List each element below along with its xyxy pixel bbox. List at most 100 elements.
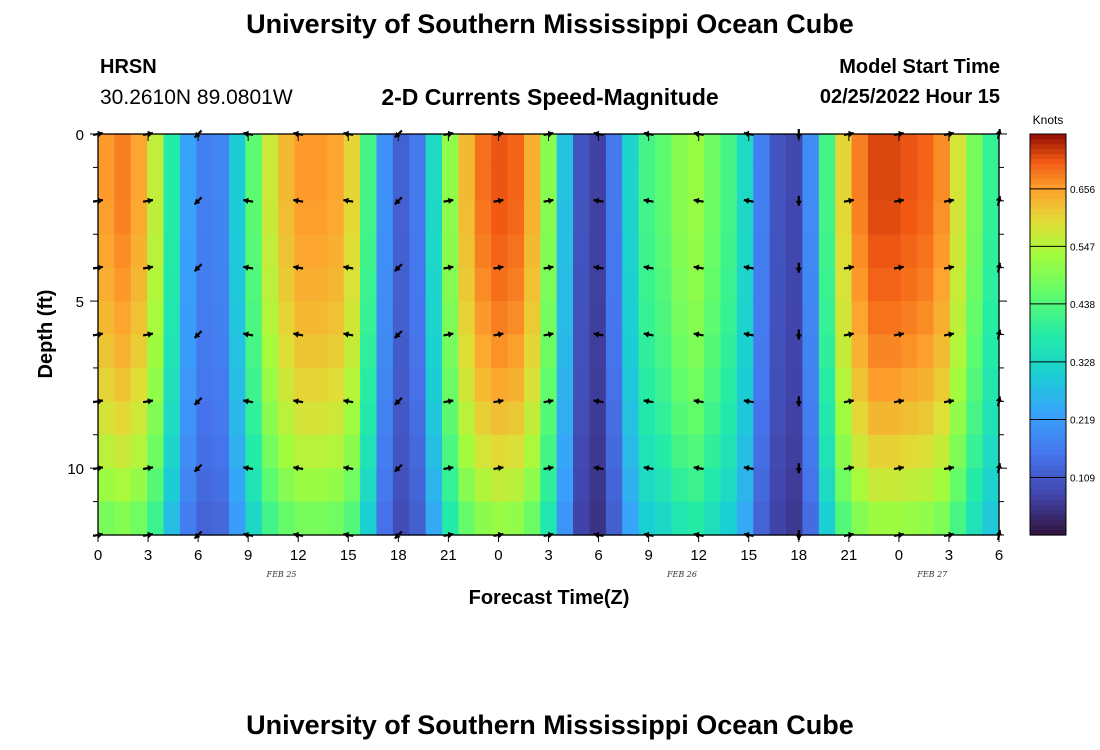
heatmap-cell — [736, 434, 754, 469]
heatmap-cell — [671, 401, 689, 436]
colorbar-segment — [1030, 429, 1066, 436]
heatmap-cell — [933, 200, 951, 235]
heatmap-cell — [409, 367, 427, 402]
heatmap-cell — [835, 134, 853, 169]
heatmap-cell — [360, 234, 378, 269]
heatmap-cell — [867, 334, 885, 369]
colorbar-segment — [1030, 384, 1066, 391]
heatmap-cell — [278, 234, 296, 269]
heatmap-cell — [261, 134, 279, 169]
heatmap-cell — [278, 267, 296, 302]
heatmap-cell — [654, 167, 672, 202]
vector-head — [693, 331, 700, 338]
vector-head — [743, 264, 750, 271]
heatmap-cell — [294, 167, 312, 202]
heatmap-cell — [179, 434, 197, 469]
x-tick-label: 12 — [690, 547, 707, 564]
heatmap-cell — [179, 334, 197, 369]
heatmap-cell — [196, 200, 214, 235]
vector-head — [693, 465, 700, 472]
heatmap-cell — [949, 434, 967, 469]
heatmap-cell — [212, 267, 230, 302]
current-vector — [643, 331, 654, 338]
current-vector — [394, 263, 403, 272]
heatmap-cell — [720, 167, 738, 202]
heatmap-cell — [523, 167, 541, 202]
current-vector — [943, 398, 955, 405]
heatmap-cell — [114, 234, 132, 269]
heatmap-cell — [884, 267, 902, 302]
heatmap-cell — [671, 234, 689, 269]
heatmap-cell — [900, 167, 918, 202]
heatmap-cell — [589, 367, 607, 402]
heatmap-cell — [343, 167, 361, 202]
heatmap-cell — [851, 334, 869, 369]
heatmap-cell — [917, 334, 935, 369]
heatmap-cell — [474, 468, 492, 503]
x-tick-label: 12 — [290, 547, 307, 564]
heatmap-cell — [98, 301, 115, 336]
heatmap-cell — [802, 334, 820, 369]
y-tick-label: 5 — [76, 294, 84, 311]
colorbar-segment — [1030, 434, 1066, 441]
heatmap-cell — [786, 367, 804, 402]
current-vector — [243, 331, 254, 338]
vector-head — [343, 398, 349, 405]
heatmap-cell — [212, 367, 230, 402]
heatmap-cell — [687, 401, 705, 436]
heatmap-cell — [753, 267, 771, 302]
heatmap-cell — [163, 234, 181, 269]
heatmap-cell — [605, 367, 623, 402]
heatmap-cell — [196, 367, 214, 402]
heatmap-cell — [982, 267, 1000, 302]
heatmap-cell — [556, 234, 574, 269]
heatmap-cell — [949, 301, 967, 336]
heatmap-cell — [507, 501, 525, 536]
heatmap-cell — [654, 434, 672, 469]
heatmap-cell — [704, 501, 722, 536]
colorbar-segment — [1030, 444, 1066, 451]
heatmap-cell — [310, 234, 328, 269]
heatmap-cell — [949, 200, 967, 235]
heatmap-cell — [917, 134, 935, 169]
model-start-label: Model Start Time — [839, 56, 1000, 78]
heatmap-cell — [130, 367, 148, 402]
heatmap-cell — [687, 134, 705, 169]
heatmap-cell — [540, 134, 558, 169]
heatmap-cell — [638, 468, 656, 503]
heatmap-cell — [753, 134, 771, 169]
heatmap-cell — [130, 301, 148, 336]
heatmap-cell — [98, 468, 115, 503]
heatmap-cell — [884, 334, 902, 369]
heatmap-cell — [786, 167, 804, 202]
vector-head — [547, 465, 554, 472]
heatmap-cell — [900, 434, 918, 469]
heatmap-cell — [114, 134, 132, 169]
heatmap-cell — [589, 334, 607, 369]
heatmap-cell — [425, 234, 443, 269]
heatmap-cell — [327, 367, 345, 402]
heatmap-cell — [360, 434, 378, 469]
heatmap-cell — [671, 134, 689, 169]
heatmap-cell — [360, 501, 378, 536]
heatmap-cell — [130, 334, 148, 369]
current-vector — [943, 331, 955, 338]
colorbar-segment — [1030, 319, 1066, 326]
heatmap-cell — [179, 501, 197, 536]
current-vector — [593, 465, 604, 472]
heatmap-cell — [786, 434, 804, 469]
colorbar-segment — [1030, 529, 1066, 536]
heatmap-cell — [179, 401, 197, 436]
heatmap-cell — [196, 468, 214, 503]
x-tick-label: 6 — [194, 547, 202, 564]
colorbar-segment — [1030, 194, 1066, 200]
heatmap-cell — [130, 134, 148, 169]
heatmap-cell — [704, 367, 722, 402]
heatmap-cell — [392, 501, 410, 536]
current-vector — [443, 331, 454, 338]
heatmap-cell — [654, 468, 672, 503]
heatmap-cell — [654, 401, 672, 436]
heatmap-cell — [114, 367, 132, 402]
heatmap-cell — [736, 134, 754, 169]
heatmap-cell — [802, 267, 820, 302]
